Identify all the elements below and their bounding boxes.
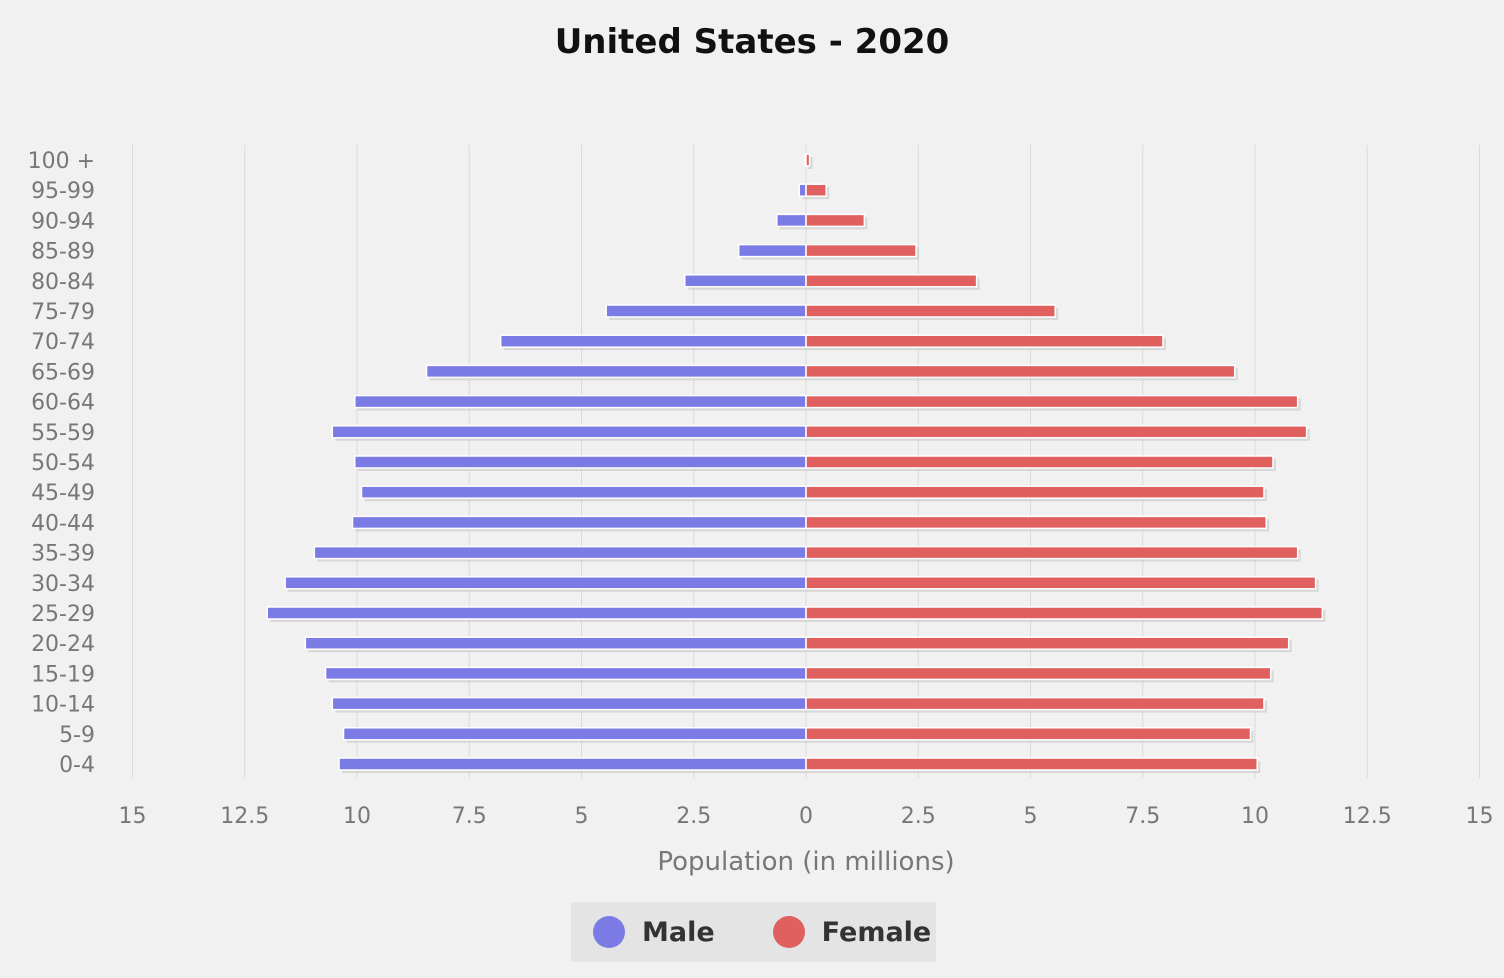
x-axis-title: Population (in millions): [657, 847, 954, 877]
bar-female: [805, 364, 1236, 379]
legend-item-female[interactable]: Female: [772, 916, 932, 948]
y-category-label: 65-69: [31, 360, 95, 385]
bar-female: [805, 243, 917, 258]
legend-label-female: Female: [821, 916, 932, 948]
bar-female: [805, 606, 1324, 620]
y-category-label: 85-89: [31, 240, 95, 265]
bar-male: [354, 394, 807, 409]
x-tick-label: 7.5: [452, 804, 487, 829]
bar-female: [805, 515, 1267, 530]
x-tick-label: 12.5: [220, 804, 269, 829]
x-tick-label: 10: [1241, 804, 1269, 829]
bar-female: [805, 757, 1258, 771]
bar-female: [805, 334, 1164, 348]
bar-female: [805, 485, 1265, 499]
y-category-label: 35-39: [31, 542, 95, 567]
bar-male: [798, 183, 807, 197]
bar-female: [805, 455, 1274, 469]
bar-male: [331, 696, 807, 711]
bar-male: [313, 545, 807, 560]
bar-male: [737, 243, 807, 258]
y-category-label: 70-74: [31, 330, 95, 355]
x-tick-label: 5: [575, 804, 589, 829]
y-category-label: 60-64: [31, 391, 95, 416]
bar-female: [805, 394, 1299, 409]
bar-female: [805, 576, 1317, 590]
x-tick-label: 2.5: [676, 804, 711, 829]
bar-male: [425, 364, 807, 379]
x-tick-label: 10: [343, 804, 371, 829]
legend-marker-male: [593, 916, 625, 948]
bar-female: [805, 727, 1252, 741]
bar-male: [266, 606, 807, 620]
bar-male: [354, 455, 807, 469]
y-category-label: 55-59: [31, 421, 95, 446]
bar-male: [338, 757, 807, 771]
y-category-label: 20-24: [31, 632, 95, 657]
y-category-label: 80-84: [31, 270, 95, 295]
y-category-label: 90-94: [31, 209, 95, 234]
y-category-label: 0-4: [59, 753, 95, 778]
bar-female: [805, 213, 866, 228]
bar-female: [805, 153, 811, 167]
bar-male: [304, 636, 807, 650]
legend-item-male[interactable]: Male: [593, 916, 715, 948]
bar-male: [605, 304, 807, 318]
bar-female: [805, 545, 1299, 560]
bar-male: [342, 727, 807, 741]
x-tick-label: 2.5: [901, 804, 936, 829]
y-category-label: 45-49: [31, 481, 95, 506]
chart-title: United States - 2020: [554, 22, 950, 62]
y-category-label: 40-44: [31, 511, 95, 536]
bar-female: [805, 183, 827, 197]
legend-label-male: Male: [642, 916, 715, 948]
bar-female: [805, 666, 1272, 681]
x-tick-label: 15: [119, 804, 147, 829]
bar-female: [805, 696, 1265, 711]
y-category-label: 50-54: [31, 451, 95, 476]
x-tick-label: 5: [1024, 804, 1038, 829]
y-category-label: 100 +: [28, 149, 95, 174]
y-category-label: 95-99: [31, 179, 95, 204]
x-tick-label: 12.5: [1343, 804, 1392, 829]
bar-male: [331, 425, 807, 439]
bar-male: [499, 334, 807, 348]
bar-male: [324, 666, 807, 681]
bar-female: [805, 304, 1056, 318]
population-pyramid-chart: 15 12.5 10 7.5 5 2.5 0 2.5 5 7.5 10 12.5 15 100 + 95-9…: [28, 145, 1494, 877]
x-tick-label: 15: [1466, 804, 1494, 829]
x-tick-label: 7.5: [1125, 804, 1160, 829]
legend-marker-female: [772, 916, 805, 948]
bar-male: [351, 515, 807, 530]
bar-male: [284, 576, 807, 590]
y-category-label: 15-19: [31, 662, 95, 687]
bar-female: [805, 636, 1290, 650]
bar-female: [805, 425, 1308, 439]
y-category-label: 25-29: [31, 602, 95, 627]
bar-male: [360, 485, 807, 499]
x-tick-label: 0: [799, 804, 813, 829]
bar-male: [776, 213, 807, 228]
y-category-label: 10-14: [31, 693, 95, 718]
y-category-label: 5-9: [59, 723, 95, 748]
bar-female: [805, 274, 978, 288]
bar-shadow: [809, 157, 813, 169]
legend: Male Female: [571, 902, 936, 962]
y-category-label: 30-34: [31, 572, 95, 597]
bar-male: [684, 274, 807, 288]
y-category-label: 75-79: [31, 300, 95, 325]
